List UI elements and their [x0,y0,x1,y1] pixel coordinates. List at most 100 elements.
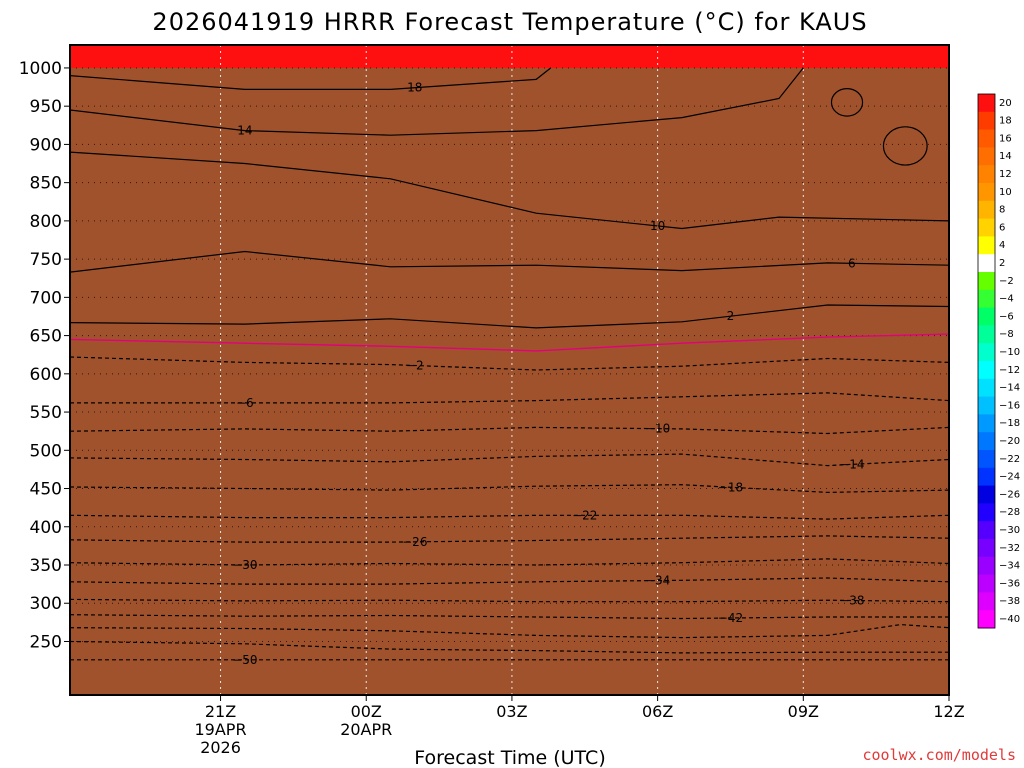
legend-swatch [978,165,995,184]
legend-label: 2 [999,258,1005,269]
isotherm-contours [70,67,949,661]
legend-label: −22 [999,454,1020,465]
color-legend: 20 18 16 14 12 10 8 6 4 2 −2 −4 −6 −8 −10 −12 −14 −16 −18 −… [977,93,1020,629]
x-tick-label: 06Z [642,702,673,721]
legend-label: 10 [999,187,1012,198]
isotherm-line [70,392,949,404]
x-tick-label: 12Z [933,702,964,721]
y-tick-label: 550 [30,403,62,423]
isotherm-label: 2 [727,309,735,323]
legend-label: −26 [999,489,1020,500]
legend-label: −34 [999,561,1020,572]
isotherm-label: 10 [650,219,665,233]
isotherm-label: −26 [402,535,427,549]
y-tick-label: 700 [30,288,62,308]
legend-label: −30 [999,525,1020,536]
legend-label: 4 [999,240,1005,251]
legend-swatch [978,610,995,629]
isotherm-line [70,151,949,230]
legend-label: 14 [999,151,1012,162]
y-tick-label: 850 [30,174,62,194]
isotherm-label: 18 [407,81,422,95]
isotherm-label: 14 [237,124,252,138]
isotherm-label: −18 [718,480,743,494]
legend-label: 8 [999,205,1005,216]
x-tick-date: 19APR [195,720,247,739]
isotherm-line [70,535,949,543]
isotherm-line [70,514,949,520]
legend-swatch [978,467,995,487]
legend-label: −6 [999,311,1014,322]
legend-swatch [978,289,995,309]
legend-swatch [978,254,995,273]
isotherm-line [70,598,949,603]
plot-frame [69,44,950,696]
x-tick-label: 09Z [788,702,819,721]
legend-label: −14 [999,383,1020,394]
legend-swatch [978,396,995,415]
credit-link[interactable]: coolwx.com/models [862,746,1016,764]
isotherm-line [70,304,949,329]
isotherm-label: 6 [848,256,856,270]
legend-swatch [978,592,995,611]
isotherm-labels: −50−42−38−34−30−26−22−18−14−10−6−2261014… [232,81,864,667]
isotherm-label: −6 [236,396,254,410]
legend-swatch [978,183,995,202]
y-tick-label: 400 [30,518,62,538]
isotherm-label: −2 [406,359,424,373]
legend-label: −8 [999,329,1014,340]
y-tick-label: 250 [30,632,62,652]
isotherm-line [70,577,949,585]
legend-label: −20 [999,436,1020,447]
legend-swatch [978,539,995,558]
isotherm-label: −10 [645,422,670,436]
legend-swatch [978,94,995,113]
ground-surface [70,67,949,695]
isotherm-line [70,333,949,352]
y-tick-label: 500 [30,441,62,461]
y-tick-label: 750 [30,250,62,270]
isotherm-line [70,67,804,136]
legend-swatch [978,574,995,593]
legend-label: 6 [999,222,1005,233]
grid-lines [70,45,949,695]
legend-swatch [978,361,995,380]
y-tick-label: 950 [30,97,62,117]
legend-label: −18 [999,418,1020,429]
y-tick-label: 800 [30,212,62,232]
isotherm-label: −30 [232,558,257,572]
isotherm-label: −50 [232,653,257,667]
legend-swatch [978,343,995,362]
x-tick-date: 20APR [340,720,392,739]
legend-label: 12 [999,169,1012,180]
isotherm-line [70,250,949,273]
legend-swatch [978,325,995,344]
legend-swatch [978,450,995,469]
y-axis: 250 300 350 400 450 500 550 600 650 700 750 800 850 9… [19,59,70,652]
isotherm-line [70,640,949,654]
legend-swatch [978,307,995,326]
legend-swatch [978,503,995,522]
isotherm-line [70,623,949,639]
legend-label: −24 [999,472,1020,483]
y-tick-label: 650 [30,327,62,347]
x-axis-label: Forecast Time (UTC) [414,747,605,768]
legend-swatch [978,378,995,398]
legend-label: −10 [999,347,1020,358]
chart-title: 2026041919 HRRR Forecast Temperature (°C… [152,8,867,36]
isotherm-label: −14 [839,457,864,471]
legend-label: −16 [999,400,1020,411]
legend-label: −2 [999,276,1014,287]
x-tick-year: 2026 [200,738,241,757]
isotherm-line [70,484,949,494]
legend-label: −40 [999,614,1020,625]
legend-label: −38 [999,596,1020,607]
legend-swatch [978,485,995,504]
y-tick-label: 450 [30,480,62,500]
legend-label: 20 [999,98,1012,109]
x-tick-label: 03Z [496,702,527,721]
y-tick-label: 600 [30,365,62,385]
legend-label: 16 [999,133,1012,144]
